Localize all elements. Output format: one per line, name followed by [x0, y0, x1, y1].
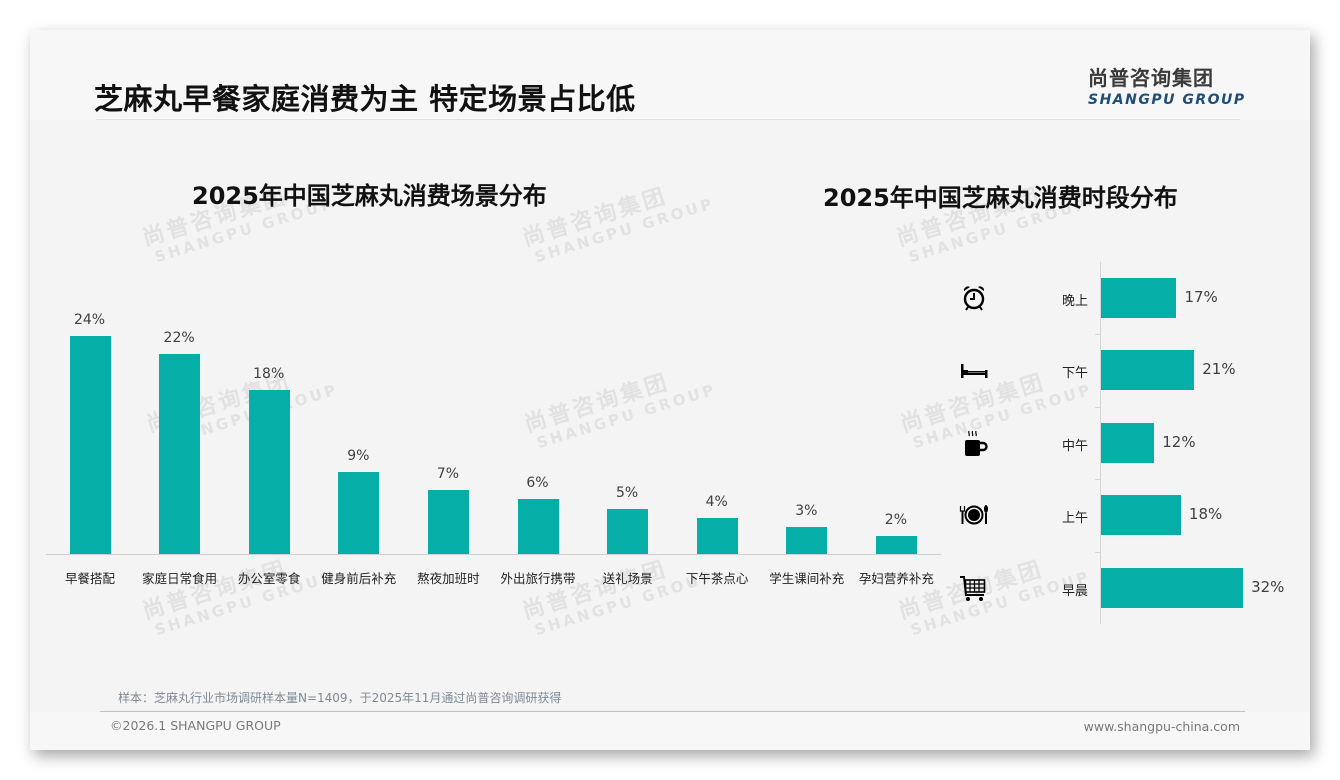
- bar-value-label: 5%: [615, 484, 639, 501]
- axis-tick: [1095, 551, 1100, 553]
- bar-fill: [248, 390, 290, 554]
- axis-tick: [1095, 479, 1100, 481]
- bar-value-label: 12%: [1162, 432, 1196, 451]
- scene-bar: 9%: [338, 270, 380, 554]
- axis-tick: [1095, 406, 1100, 408]
- scene-bar: 7%: [427, 270, 469, 554]
- hot-cup-icon: [958, 428, 990, 458]
- scene-bar: 22%: [159, 270, 201, 554]
- bar-fill: [517, 499, 559, 554]
- timeslot-row: 晚上 17%: [950, 278, 1310, 318]
- timeslot-bar-chart: 晚上 17% 下午 21% 中午 12% 上午 18% 早晨 32%: [950, 262, 1310, 627]
- source-note: 样本：芝麻丸行业市场调研样本量N=1409，于2025年11月通过尚普咨询调研获…: [118, 691, 562, 705]
- timeslot-label: 中午: [1062, 438, 1089, 454]
- scene-bar: 3%: [786, 270, 828, 554]
- bar-value-label: 17%: [1184, 288, 1218, 306]
- timeslot-label: 上午: [1062, 511, 1089, 527]
- timeslot-bar: [1101, 350, 1195, 391]
- scene-bar: 24%: [69, 270, 111, 554]
- shopping-cart-icon: [958, 573, 990, 603]
- copyright-text: ©2026.1 SHANGPU GROUP: [110, 718, 281, 733]
- bar-fill: [875, 535, 917, 554]
- axis-tick: [1095, 334, 1100, 336]
- logo-cn-text: 尚普咨询集团: [1088, 66, 1214, 90]
- timeslot-bar: [1101, 422, 1155, 463]
- bar-fill: [427, 490, 469, 554]
- timeslot-row: 早晨 32%: [950, 567, 1310, 608]
- timeslot-row: 上午 18%: [950, 495, 1310, 536]
- bar-fill: [159, 353, 201, 554]
- bar-value-label: 22%: [163, 329, 195, 346]
- category-label: 健身前后补充: [321, 571, 397, 586]
- category-label: 外出旅行携带: [500, 571, 576, 586]
- timeslot-bar: [1101, 495, 1181, 536]
- category-label: 孕妇营养补充: [858, 571, 934, 586]
- timeslot-bar: [1101, 278, 1177, 318]
- scene-bar: 2%: [875, 270, 917, 554]
- category-label: 家庭日常食用: [142, 571, 218, 586]
- scene-bar: 5%: [607, 270, 649, 554]
- bar-value-label: 24%: [73, 311, 106, 328]
- watermark: 尚普咨询集团 SHANGPU GROUP: [519, 183, 717, 267]
- bar-value-label: 6%: [526, 475, 549, 492]
- bar-fill: [786, 526, 828, 554]
- scene-bar: 18%: [248, 270, 290, 554]
- scene-bar: 4%: [696, 270, 738, 554]
- timeslot-row: 中午 12%: [950, 422, 1310, 463]
- bar-value-label: 18%: [1188, 505, 1223, 524]
- bar-value-label: 4%: [705, 493, 728, 510]
- alarm-clock-icon: [958, 283, 990, 313]
- footer-band: [30, 712, 1310, 750]
- bar-fill: [69, 335, 111, 554]
- bar-value-label: 18%: [253, 366, 285, 383]
- category-label: 熬夜加班时: [417, 571, 480, 586]
- scene-bar: 6%: [517, 270, 559, 554]
- company-logo: 尚普咨询集团 SHANGPU GROUP: [1088, 62, 1248, 108]
- bar-value-label: 21%: [1202, 360, 1236, 379]
- website-link[interactable]: www.shangpu-china.com: [1083, 719, 1240, 734]
- header-band: [30, 30, 1310, 120]
- category-label: 早餐搭配: [64, 571, 115, 586]
- bar-value-label: 3%: [795, 502, 818, 519]
- header-divider: [96, 119, 1240, 120]
- timeslot-label: 下午: [1062, 366, 1089, 382]
- timeslot-label: 晚上: [1062, 294, 1089, 309]
- logo-en-text: SHANGPU GROUP: [1088, 92, 1246, 108]
- page-title: 芝麻丸早餐家庭消费为主 特定场景占比低: [94, 82, 636, 116]
- timeslot-bar: [1101, 567, 1244, 608]
- bar-fill: [607, 508, 649, 554]
- footer-divider: [100, 711, 1245, 712]
- bar-value-label: 7%: [436, 466, 459, 483]
- plate-cutlery-icon: [958, 500, 990, 530]
- category-label: 办公室零食: [237, 571, 301, 586]
- scene-chart-title: 2025年中国芝麻丸消费场景分布: [192, 182, 547, 210]
- x-axis-line: [46, 554, 941, 555]
- category-label: 送礼场景: [602, 571, 653, 586]
- bar-value-label: 2%: [884, 511, 907, 528]
- slide: 芝麻丸早餐家庭消费为主 特定场景占比低 尚普咨询集团 SHANGPU GROUP…: [30, 30, 1310, 750]
- timeslot-chart-title: 2025年中国芝麻丸消费时段分布: [823, 184, 1178, 212]
- category-label: 学生课间补充: [769, 571, 845, 586]
- bed-icon: [958, 355, 990, 385]
- category-label: 下午茶点心: [685, 571, 749, 586]
- timeslot-label: 早晨: [1062, 583, 1089, 599]
- bar-fill: [696, 517, 738, 554]
- scene-bar-chart: 24% 早餐搭配 22% 家庭日常食用 18% 办公室零食 9% 健身前后补充 7% 熬夜加班时 6…: [46, 270, 941, 586]
- y-axis-line: [1100, 262, 1101, 624]
- bar-value-label: 32%: [1251, 577, 1285, 596]
- timeslot-row: 下午 21%: [950, 350, 1310, 391]
- bar-value-label: 9%: [347, 448, 370, 465]
- bar-fill: [338, 472, 380, 554]
